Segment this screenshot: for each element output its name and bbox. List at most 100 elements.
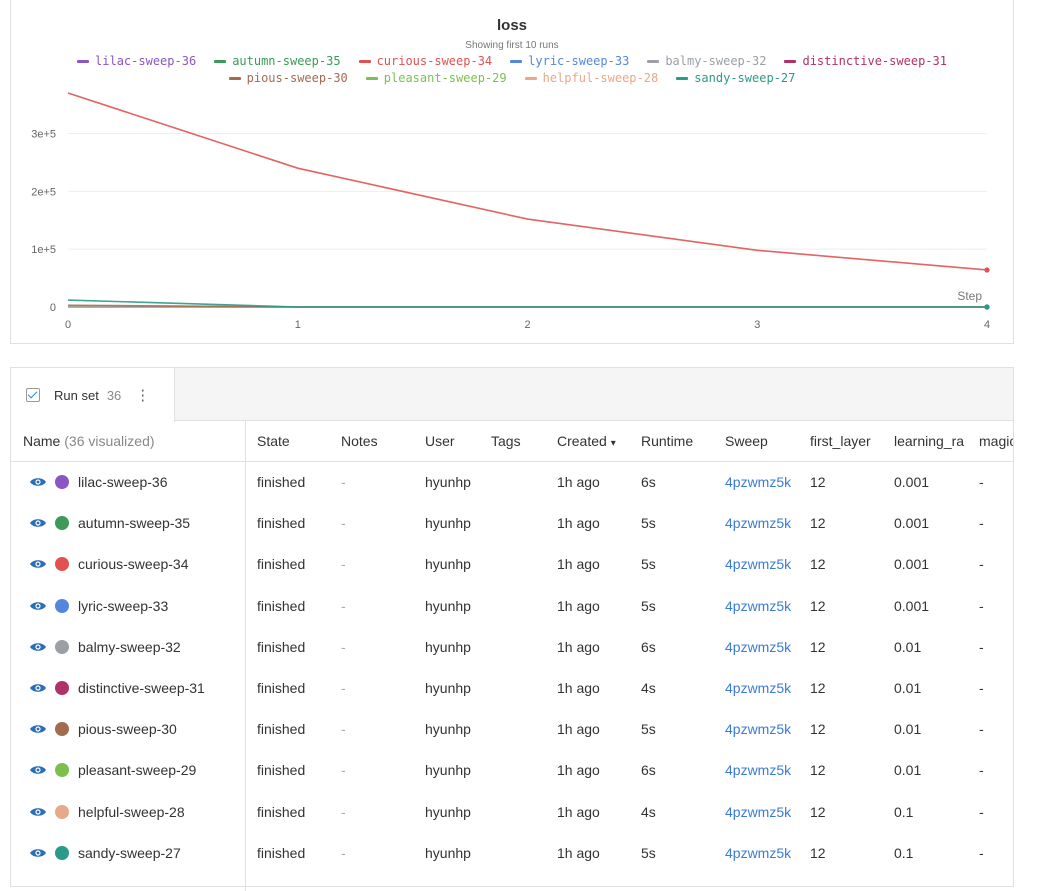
cell-user: hyunhp (425, 597, 471, 614)
visibility-eye-icon[interactable] (29, 847, 47, 859)
legend-item[interactable]: pleasant-sweep-29 (365, 71, 507, 85)
run-color-dot[interactable] (55, 557, 69, 572)
column-header-sweep[interactable]: Sweep (725, 433, 768, 449)
column-header-user[interactable]: User (425, 433, 455, 449)
cell-runtime: 4s (641, 803, 656, 820)
visibility-eye-icon[interactable] (29, 476, 47, 488)
visibility-eye-icon[interactable] (29, 558, 47, 570)
column-header-magic[interactable]: magic (979, 433, 1013, 449)
cell-magic: - (979, 597, 984, 614)
run-color-dot[interactable] (55, 639, 69, 654)
cell-sweep[interactable]: 4pzwmz5k (725, 680, 792, 696)
cell-notes: - (341, 680, 346, 696)
table-row[interactable]: pious-sweep-30 finished - hyunhp 1h ago 5s 4pz… (11, 709, 1013, 750)
visibility-eye-icon[interactable] (29, 682, 47, 694)
run-name[interactable]: lilac-sweep-36 (78, 474, 168, 490)
table-row[interactable]: pleasant-sweep-29 finished - hyunhp 1h ago 6s… (11, 750, 1013, 791)
visibility-eye-icon[interactable] (29, 723, 47, 735)
table-row[interactable]: helpful-sweep-28 finished - hyunhp 1h ago 4s 4… (11, 792, 1013, 833)
table-row[interactable]: distinctive-sweep-31 finished - hyunhp 1h ag… (11, 668, 1013, 709)
legend-item[interactable]: balmy-sweep-32 (647, 54, 766, 68)
table-row[interactable]: lilac-sweep-36 finished - hyunhp 1h ago 6s 4pz… (11, 462, 1013, 503)
column-header-first-layer[interactable]: first_layer (810, 433, 871, 449)
run-color-dot[interactable] (55, 475, 69, 489)
cell-sweep[interactable]: 4pzwmz5k (725, 597, 792, 614)
cell-sweep[interactable]: 4pzwmz5k (725, 721, 792, 738)
visibility-eye-icon[interactable] (29, 517, 47, 529)
cell-sweep[interactable]: 4pzwmz5k (725, 556, 792, 573)
cell-state: finished (257, 680, 306, 696)
column-header-learning-rate[interactable]: learning_ra (894, 433, 965, 449)
cell-first-layer: 12 (810, 762, 826, 779)
run-name[interactable]: balmy-sweep-32 (78, 638, 181, 655)
table-row[interactable]: curious-sweep-34 finished - hyunhp 1h ago 5s 4… (11, 544, 1013, 585)
table-row[interactable]: sandy-sweep-27 finished - hyunhp 1h ago 5s 4pz… (11, 833, 1013, 874)
cell-user: hyunhp (425, 721, 471, 738)
y-tick-label: 3e+5 (31, 128, 56, 140)
run-color-dot[interactable] (55, 763, 69, 778)
legend-item[interactable]: lilac-sweep-36 (77, 54, 196, 68)
cell-notes: - (341, 721, 346, 738)
cell-runtime: 6s (641, 474, 656, 490)
legend-item[interactable]: sandy-sweep-27 (676, 71, 795, 85)
visibility-eye-icon[interactable] (29, 764, 47, 776)
cell-sweep[interactable]: 4pzwmz5k (725, 844, 792, 861)
cell-notes: - (341, 515, 346, 532)
run-name[interactable]: helpful-sweep-28 (78, 803, 185, 820)
column-header-notes[interactable]: Notes (341, 433, 378, 449)
cell-sweep[interactable]: 4pzwmz5k (725, 803, 792, 820)
column-header-name[interactable]: Name (36 visualized) (23, 433, 155, 449)
run-set-checkbox[interactable] (26, 388, 40, 402)
cell-sweep[interactable]: 4pzwmz5k (725, 638, 792, 655)
run-name[interactable]: sandy-sweep-27 (78, 844, 181, 861)
visibility-eye-icon[interactable] (29, 641, 47, 653)
run-color-dot[interactable] (55, 845, 69, 860)
name-column-divider (245, 421, 246, 891)
run-set-tabbar: Run set 36 ⋮ (11, 368, 1013, 422)
legend-item[interactable]: lyric-sweep-33 (510, 54, 629, 68)
kebab-menu-icon[interactable]: ⋮ (135, 387, 151, 404)
run-name[interactable]: distinctive-sweep-31 (78, 680, 205, 696)
cell-user: hyunhp (425, 680, 471, 696)
run-name[interactable]: curious-sweep-34 (78, 556, 189, 573)
cell-magic: - (979, 638, 984, 655)
run-color-dot[interactable] (55, 804, 69, 819)
column-header-state[interactable]: State (257, 433, 290, 449)
legend-label: pious-sweep-30 (246, 71, 348, 85)
series-line-curious-sweep-34 (67, 92, 988, 271)
column-header-runtime[interactable]: Runtime (641, 433, 694, 449)
table-row[interactable]: lyric-sweep-33 finished - hyunhp 1h ago 5s 4pz… (11, 586, 1013, 627)
run-color-dot[interactable] (55, 598, 69, 613)
table-row[interactable]: autumn-sweep-35 finished - hyunhp 1h ago 5s 4p… (11, 503, 1013, 544)
legend-swatch (676, 76, 689, 80)
visibility-eye-icon[interactable] (29, 600, 47, 612)
run-name[interactable]: lyric-sweep-33 (78, 597, 169, 614)
visibility-eye-icon[interactable] (29, 806, 47, 818)
cell-sweep[interactable]: 4pzwmz5k (725, 474, 792, 490)
cell-notes: - (341, 803, 346, 820)
legend-item[interactable]: autumn-sweep-35 (214, 54, 341, 68)
cell-sweep[interactable]: 4pzwmz5k (725, 762, 792, 779)
column-header-tags[interactable]: Tags (491, 433, 521, 449)
run-set-tab[interactable]: Run set 36 ⋮ (11, 368, 175, 422)
legend-item[interactable]: helpful-sweep-28 (524, 71, 658, 85)
run-name[interactable]: pleasant-sweep-29 (78, 762, 197, 779)
legend-item[interactable]: curious-sweep-34 (358, 54, 492, 68)
cell-created: 1h ago (557, 474, 600, 490)
run-color-dot[interactable] (55, 681, 69, 695)
cell-first-layer: 12 (810, 680, 826, 696)
cell-notes: - (341, 556, 346, 573)
legend-item[interactable]: distinctive-sweep-31 (784, 54, 947, 68)
run-name[interactable]: autumn-sweep-35 (78, 515, 191, 532)
table-row[interactable]: balmy-sweep-32 finished - hyunhp 1h ago 6s 4pz… (11, 627, 1013, 668)
cell-first-layer: 12 (810, 515, 826, 532)
legend-item[interactable]: pious-sweep-30 (228, 71, 348, 85)
run-color-dot[interactable] (55, 516, 69, 531)
loss-line-chart[interactable]: 0 1e+5 2e+5 3e+5 0 1 2 3 4 Step (11, 0, 1015, 344)
run-name[interactable]: pious-sweep-30 (78, 721, 177, 738)
cell-sweep[interactable]: 4pzwmz5k (725, 515, 792, 532)
cell-state: finished (257, 556, 306, 573)
cell-state: finished (257, 515, 306, 532)
column-header-created[interactable]: Created ▾ (557, 433, 616, 449)
run-color-dot[interactable] (55, 722, 69, 737)
